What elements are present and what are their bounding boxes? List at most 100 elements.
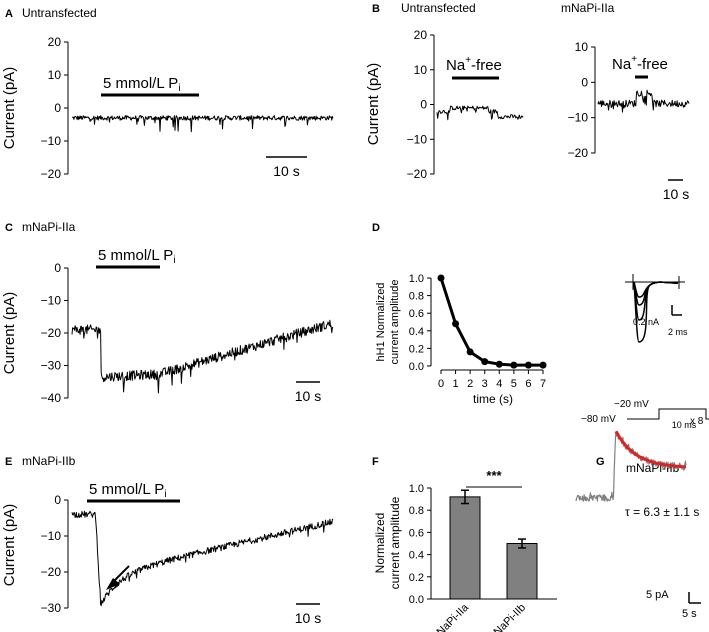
panel-a-y-tick-label: 20 (48, 35, 62, 49)
panel-g-scale-pa-label: 5 pA (646, 589, 669, 601)
panel-d-inset-trace (633, 281, 679, 306)
panel-f-ylabel-2: current amplitude (388, 496, 402, 589)
panel-a-y-tick-label: 10 (48, 68, 62, 82)
panel-b-left-y-tick-label: 20 (414, 28, 428, 42)
panel-d-v-bottom: −80 mV (581, 414, 616, 425)
panel-g-letter: G (596, 456, 605, 468)
panel-d-y-tick-label: 0.8 (409, 291, 424, 303)
panel-a-title: Untransfected (22, 6, 97, 20)
panel-d-x-tick-label: 5 (511, 378, 517, 390)
panel-b-right-trace (597, 89, 690, 113)
panel-g-scale-s-label: 5 s (682, 608, 697, 620)
panel-d-point (495, 360, 503, 368)
panel-e-title: mNaPi-IIb (22, 454, 76, 468)
panel-d-ylabel-1: hH1 Normalized (375, 283, 387, 362)
panel-b-right-y-tick-label: 10 (575, 40, 589, 54)
panel-f-x-tick-label: mNaPi-IIa (428, 601, 472, 632)
panel-d-y-tick-label: 0.6 (409, 308, 424, 320)
panel-c-scale-label: 10 s (295, 388, 321, 404)
panel-c-title: mNaPi-IIa (22, 220, 76, 234)
panel-e-ylabel: Current (pA) (1, 504, 18, 587)
panel-e-letter: E (5, 456, 12, 468)
panel-d-y-tick-label: 1.0 (409, 273, 424, 285)
panel-g-fit (614, 430, 687, 469)
panel-d-v-duration: 10 ms (672, 420, 697, 430)
panel-d-point (437, 274, 445, 282)
panel-d-letter: D (372, 222, 380, 234)
panel-b-letter: B (372, 3, 380, 15)
panel-f-letter: F (372, 456, 379, 468)
panel-d-x-tick-label: 2 (467, 378, 473, 390)
panel-b-title-left: Untransfected (401, 1, 476, 15)
panel-a-scale-label: 10 s (273, 163, 299, 179)
panel-d-y-tick-label: 0.2 (409, 343, 424, 355)
panel-c-y-tick-label: 0 (54, 261, 61, 275)
panel-e-scale-label: 10 s (295, 610, 321, 626)
panel-f-bar (506, 543, 538, 600)
panel-b-right-y-tick-label: −20 (568, 146, 589, 160)
panel-b-left-y-tick-label: −20 (407, 167, 428, 181)
panel-d-point (481, 358, 489, 366)
panel-c-trace (71, 319, 334, 394)
panel-d-y-tick-label: 0.4 (409, 326, 424, 338)
panel-f-sig-label: *** (486, 468, 502, 483)
panel-d-y-tick-label: 0.0 (409, 361, 424, 373)
panel-d-point (524, 361, 532, 369)
panel-a-ylabel: Current (pA) (1, 67, 18, 150)
panel-d-point (539, 361, 547, 369)
panel-c-letter: C (5, 222, 13, 234)
panel-b-right-nafree-label: Na+-free (612, 54, 668, 73)
panel-e-y-tick-label: −20 (41, 565, 62, 579)
panel-b-ylabel: Current (pA) (365, 63, 382, 146)
panel-f-y-tick-label: 0.0 (409, 594, 424, 606)
panel-f-ylabel-1: Normalized (373, 513, 387, 574)
panel-f-x-tick-label: mNaPi-IIb (485, 602, 528, 632)
panel-d-point (452, 320, 460, 328)
panel-c-y-tick-label: −20 (41, 326, 62, 340)
panel-e-y-tick-label: −10 (41, 529, 62, 543)
panel-f-y-tick-label: 0.2 (409, 572, 424, 584)
panel-d-v-repeat: x 8 (690, 416, 704, 427)
panel-c-y-tick-label: −40 (41, 391, 62, 405)
panel-d-inset-trace (633, 281, 679, 298)
panel-a-letter: A (5, 8, 13, 20)
panel-f-y-tick-label: 0.4 (409, 550, 424, 562)
panel-d-ylabel-2: current amplitude (389, 280, 401, 365)
panel-d-x-tick-label: 4 (496, 378, 502, 390)
panel-e-y-tick-label: 0 (54, 493, 61, 507)
panel-c-ylabel: Current (pA) (1, 292, 18, 375)
panel-f-y-tick-label: 1.0 (409, 483, 424, 495)
panel-a-pi-label: 5 mmol/L Pi (103, 75, 181, 94)
panel-e-y-tick-label: −30 (41, 601, 62, 615)
panel-a-trace (71, 115, 334, 133)
panel-d-inset-scale-ms-label: 2 ms (668, 327, 688, 337)
panel-b-left-trace (436, 105, 524, 121)
panel-e-pi-label: 5 mmol/L Pi (89, 481, 167, 500)
panel-b-right-y-tick-label: 0 (581, 75, 588, 89)
panel-b-left-y-tick-label: 10 (414, 63, 428, 77)
panel-d-v-top: −20 mV (614, 399, 649, 410)
panel-d-protocol (627, 408, 709, 420)
panel-a-y-tick-label: −10 (41, 134, 62, 148)
panel-d-x-tick-label: 6 (525, 378, 531, 390)
panel-d-xlabel: time (s) (473, 392, 513, 406)
panel-f-y-tick-label: 0.8 (409, 505, 424, 517)
panel-f-bar (449, 496, 481, 600)
panel-b-right-y-tick-label: −10 (568, 111, 589, 125)
panel-a-y-tick-label: −20 (41, 167, 62, 181)
panel-b-title-right: mNaPi-IIa (561, 1, 615, 15)
panel-c-pi-label: 5 mmol/L Pi (98, 247, 176, 266)
panel-b-scale-label: 10 s (663, 186, 689, 202)
panel-b-left-y-tick-label: 0 (420, 98, 427, 112)
panel-d-x-tick-label: 7 (540, 378, 546, 390)
panel-d-point (510, 361, 518, 369)
panel-e-trace (71, 510, 334, 607)
panel-d-x-tick-label: 3 (482, 378, 488, 390)
panel-b-left-y-tick-label: −10 (407, 132, 428, 146)
panel-d-inset-scale-na-label: 0.2 nA (633, 317, 659, 327)
panel-c-y-tick-label: −10 (41, 294, 62, 308)
panel-d-point (466, 348, 474, 356)
panel-g-tau: τ = 6.3 ± 1.1 s (625, 505, 699, 519)
panel-a-y-tick-label: 0 (54, 101, 61, 115)
